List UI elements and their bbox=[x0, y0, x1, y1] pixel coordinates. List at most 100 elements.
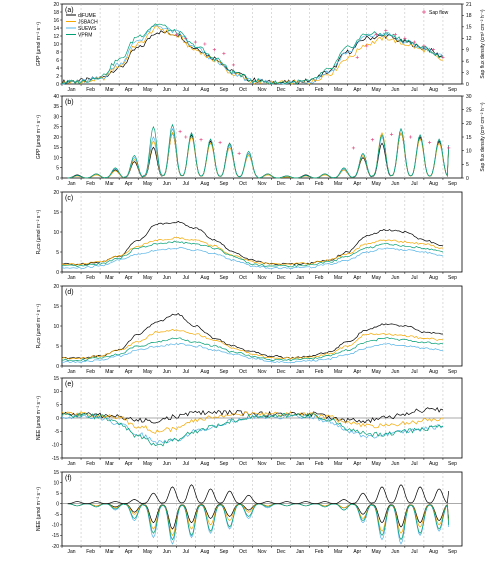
y-tick-label: -20 bbox=[52, 544, 59, 550]
month-tick-label: Aug bbox=[200, 461, 209, 467]
month-tick-label: Feb bbox=[315, 87, 324, 93]
month-tick-label: Jan bbox=[67, 369, 75, 375]
sapflow-marker bbox=[184, 36, 188, 40]
month-tick-label: Aug bbox=[200, 549, 209, 555]
month-tick-label: Apr bbox=[353, 549, 361, 555]
month-tick-label: Aug bbox=[200, 275, 209, 281]
sapflow-marker bbox=[212, 48, 216, 52]
y-tick-label: 5 bbox=[56, 402, 59, 408]
y2-tick-label: 21 bbox=[466, 2, 472, 8]
y2-axis-label: Sap flux density (cm³ cm⁻² h⁻¹) bbox=[480, 102, 486, 172]
panel-label: (e) bbox=[65, 381, 74, 388]
month-tick-label: Jul bbox=[411, 275, 417, 281]
month-tick-label: Sep bbox=[219, 181, 228, 187]
y-tick-label: 18 bbox=[53, 10, 59, 16]
panel-4: Jan Feb Mar Apr May Jun Jul Aug Sep Oct Nov Dec Jan F… bbox=[36, 376, 463, 467]
sapflow-marker bbox=[422, 44, 426, 48]
legend-entry: JSBACH bbox=[78, 19, 98, 25]
month-tick-label: Sep bbox=[448, 87, 457, 93]
month-tick-label: Jun bbox=[163, 461, 171, 467]
month-tick-label: Apr bbox=[125, 549, 133, 555]
month-tick-label: Sep bbox=[448, 275, 457, 281]
y2-tick-label: 15 bbox=[466, 135, 472, 141]
month-tick-label: Aug bbox=[429, 461, 438, 467]
y-tick-label: 15 bbox=[53, 210, 59, 216]
month-tick-label: Aug bbox=[429, 181, 438, 187]
sapflow-marker bbox=[178, 129, 182, 134]
y2-tick-label: 10 bbox=[466, 148, 472, 154]
sapflow-marker bbox=[231, 63, 236, 67]
month-tick-label: Nov bbox=[258, 369, 267, 375]
y-tick-label: 15 bbox=[53, 145, 59, 151]
panel-1: Jan Feb Mar Apr May Jun Jul Aug Sep Oct Nov Dec Jan F… bbox=[36, 94, 486, 187]
month-tick-label: Oct bbox=[239, 87, 247, 93]
month-tick-label: May bbox=[143, 87, 153, 93]
panel-label: (d) bbox=[65, 289, 74, 296]
legend-sapflow-marker bbox=[422, 10, 426, 14]
y2-tick-label: 9 bbox=[466, 48, 469, 54]
sapflow-marker bbox=[355, 55, 359, 59]
month-tick-label: Aug bbox=[429, 369, 438, 375]
y-tick-label: 20 bbox=[53, 2, 59, 8]
month-tick-label: Dec bbox=[277, 461, 286, 467]
month-tick-label: May bbox=[143, 181, 153, 187]
month-tick-label: Mar bbox=[105, 275, 114, 281]
y-tick-label: -10 bbox=[52, 442, 59, 448]
month-tick-label: Jul bbox=[183, 549, 189, 555]
month-tick-label: Apr bbox=[125, 461, 133, 467]
series-line-VPRM bbox=[61, 337, 444, 362]
month-tick-label: Sep bbox=[219, 369, 228, 375]
y-tick-label: 16 bbox=[53, 18, 59, 24]
month-tick-label: Jan bbox=[67, 181, 75, 187]
month-tick-label: Jan bbox=[296, 181, 304, 187]
y-tick-label: 14 bbox=[53, 26, 59, 32]
series-line-JSBACH bbox=[61, 236, 443, 266]
month-tick-label: Apr bbox=[125, 181, 133, 187]
y-tick-label: 20 bbox=[53, 190, 59, 196]
y-tick-label: 5 bbox=[56, 166, 59, 172]
month-tick-label: May bbox=[143, 549, 153, 555]
y-tick-label: 10 bbox=[53, 480, 59, 486]
month-tick-label: Aug bbox=[429, 549, 438, 555]
month-tick-label: Jul bbox=[183, 369, 189, 375]
month-tick-label: May bbox=[372, 549, 382, 555]
month-tick-label: Jan bbox=[67, 549, 75, 555]
sapflow-marker bbox=[374, 32, 378, 37]
month-tick-label: Jul bbox=[411, 369, 417, 375]
sapflow-marker bbox=[365, 44, 369, 48]
y-tick-label: -15 bbox=[52, 456, 59, 462]
month-tick-label: Feb bbox=[86, 181, 95, 187]
y-tick-label: 10 bbox=[53, 324, 59, 330]
month-tick-label: May bbox=[372, 181, 382, 187]
month-tick-label: May bbox=[143, 275, 153, 281]
sapflow-marker bbox=[370, 138, 375, 142]
month-tick-label: Jul bbox=[411, 181, 417, 187]
month-tick-label: Sep bbox=[448, 369, 457, 375]
month-tick-label: Mar bbox=[105, 181, 114, 187]
y-tick-label: -10 bbox=[52, 523, 59, 529]
month-tick-label: Dec bbox=[277, 87, 286, 93]
y-tick-label: 5 bbox=[56, 250, 59, 256]
sapflow-marker bbox=[441, 55, 445, 59]
plot-frame bbox=[61, 471, 463, 547]
series-line-VPRM bbox=[67, 123, 450, 179]
panel-3: Jan Feb Mar Apr May Jun Jul Aug Sep Oct Nov Dec Jan F… bbox=[36, 284, 463, 375]
month-tick-label: Jun bbox=[163, 181, 171, 187]
month-tick-label: Sep bbox=[448, 181, 457, 187]
month-tick-label: Aug bbox=[200, 87, 209, 93]
sapflow-marker bbox=[408, 135, 413, 139]
month-tick-label: Feb bbox=[315, 549, 324, 555]
month-tick-label: Aug bbox=[429, 87, 438, 93]
month-tick-label: Dec bbox=[277, 549, 286, 555]
month-tick-label: Jan bbox=[67, 275, 75, 281]
month-tick-label: Feb bbox=[86, 369, 95, 375]
panel-0: Jan Feb Mar Apr May Jun Jul Aug Sep Oct Nov Dec Jan F… bbox=[36, 2, 486, 93]
month-tick-label: Apr bbox=[125, 275, 133, 281]
sapflow-marker bbox=[351, 146, 356, 150]
month-tick-label: Sep bbox=[448, 549, 457, 555]
month-tick-label: Mar bbox=[105, 369, 114, 375]
month-tick-label: Aug bbox=[200, 369, 209, 375]
sapflow-marker bbox=[184, 135, 188, 139]
series-line-VPRM bbox=[61, 412, 444, 447]
y-tick-label: 0 bbox=[56, 82, 59, 88]
